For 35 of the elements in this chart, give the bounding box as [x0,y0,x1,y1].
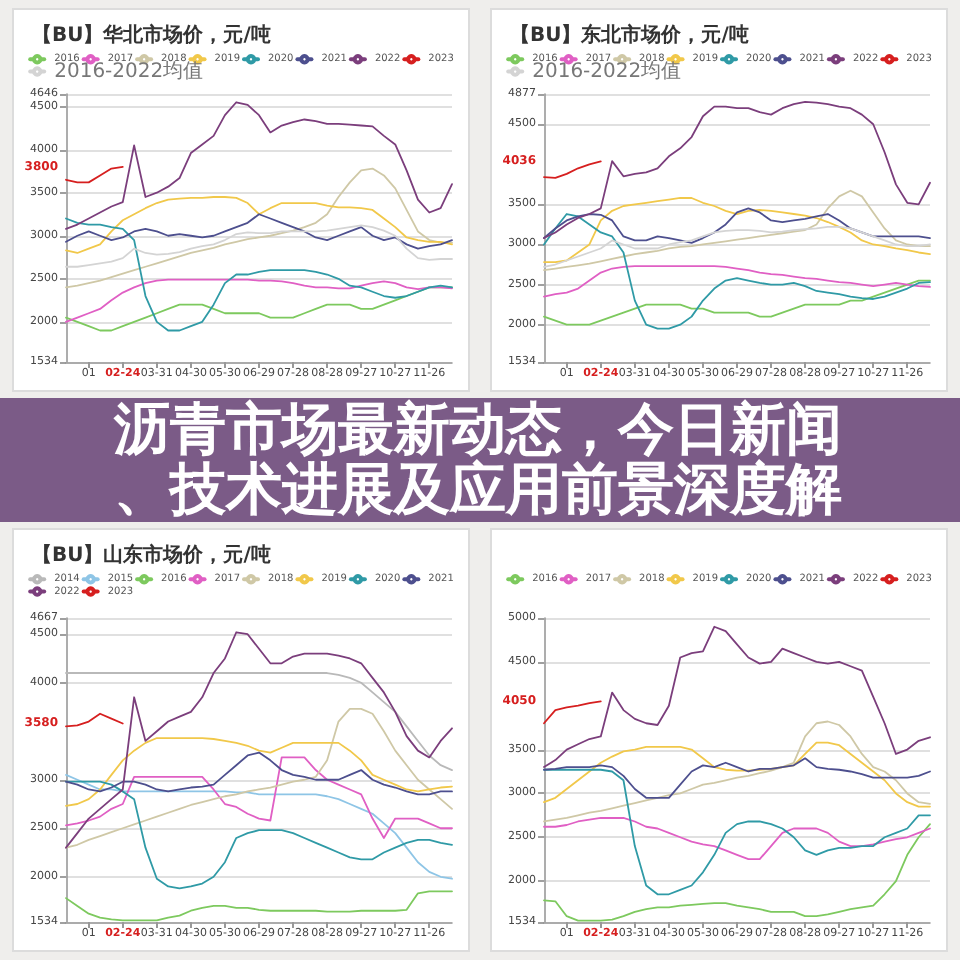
line-series [65,756,453,839]
chart-title: 【BU】山东市场价，元/吨 [32,543,271,567]
chart-title: 【BU】华北市场价，元/吨 [32,23,271,47]
line-series [543,207,931,244]
chart-title: 【BU】东北市场价，元/吨 [510,23,749,47]
line-series [543,160,602,179]
line-series [65,712,124,728]
line-series [543,265,931,298]
line-series [65,672,453,771]
line-series [65,708,453,849]
line-series [543,741,931,808]
line-series [543,817,931,861]
line-series [65,631,453,849]
text: 沥青市场最新动态，今日新闻、技术进展及应用前景深度解 [114,396,844,522]
line-series [543,700,602,725]
line-series [543,100,931,239]
line-series [65,213,453,250]
line-series [65,751,453,796]
legend-label: 2016-2022均值 [54,58,204,83]
line-series [65,737,453,807]
line-series [543,225,931,268]
line-series [65,278,453,323]
line-series [65,167,453,289]
line-series [65,217,453,332]
line-series [543,768,931,896]
legend-label: 2016-2022均值 [532,58,682,83]
line-series [543,213,931,330]
line-series [543,625,931,769]
line-series [543,720,931,823]
line-series [65,101,453,230]
line-series [65,224,453,268]
line-series [543,279,931,326]
line-series [65,196,453,254]
line-series [543,757,931,799]
line-series [65,165,124,184]
